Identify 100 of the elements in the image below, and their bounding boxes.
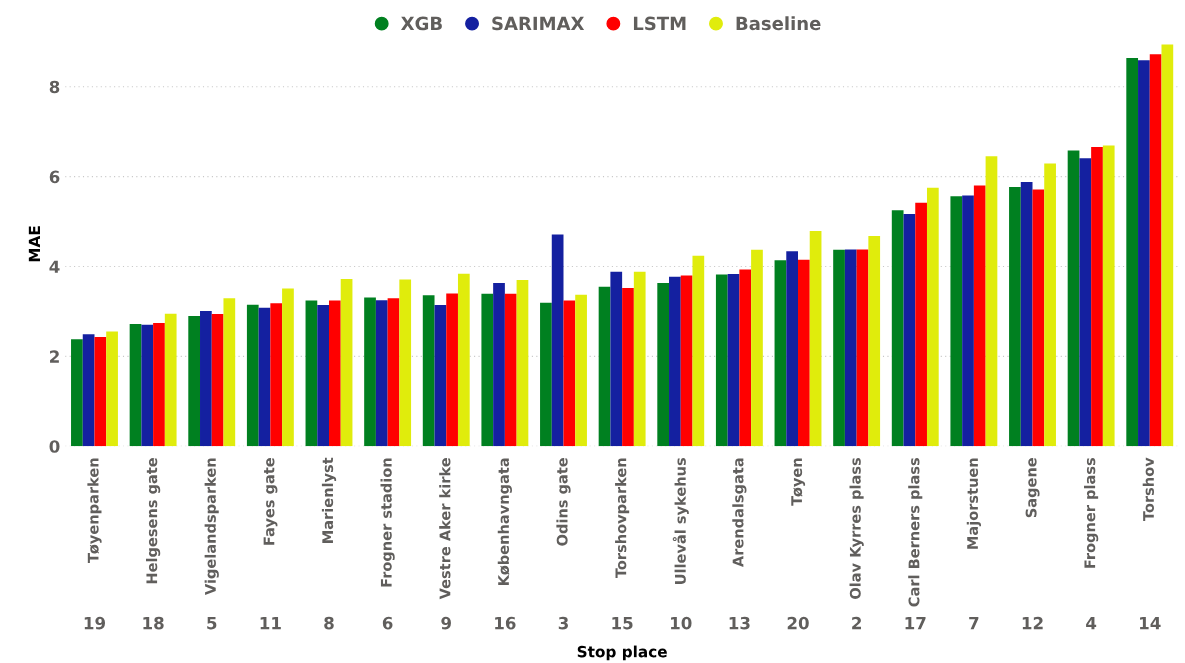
bar [727, 274, 740, 447]
x-tick-label: Carl Berners plass [908, 458, 923, 607]
bar [481, 293, 494, 447]
bar [1161, 44, 1174, 447]
text: 5 [207, 616, 217, 630]
x-tick-label: Vestre Aker kirke [439, 458, 451, 600]
bar [1126, 57, 1139, 447]
bar [223, 298, 236, 447]
bar [657, 283, 670, 447]
bar [516, 279, 529, 447]
bar [833, 249, 845, 447]
x-tick-label: Helgesens gate [146, 458, 161, 584]
bar [328, 300, 341, 447]
bar [1091, 146, 1103, 447]
bar [891, 210, 904, 447]
bar [364, 297, 376, 447]
x-tick-label: Københavngata [497, 458, 512, 585]
y-tick-label: 8 [49, 80, 60, 94]
legend-label: XGB [401, 16, 442, 31]
bar [71, 339, 83, 447]
legend-label: Baseline [736, 16, 821, 31]
bar [575, 294, 587, 447]
bar [844, 249, 857, 447]
bar [141, 324, 154, 447]
bar [774, 260, 787, 447]
text: 17 [905, 616, 926, 630]
text: 4 [1086, 616, 1097, 630]
bar [985, 156, 998, 447]
x-tick-label: Tøyen [791, 458, 806, 506]
bar [786, 251, 798, 447]
x-tick-label: Marienlyst [321, 457, 337, 543]
text: 6 [382, 616, 393, 630]
text: 3 [558, 616, 568, 630]
bar [962, 195, 974, 447]
text: 9 [441, 616, 451, 630]
text: 13 [729, 616, 750, 630]
bar [915, 202, 927, 447]
bar [493, 283, 505, 447]
bar [973, 185, 986, 447]
x-tick-label: Torshovparken [615, 458, 630, 579]
bar [1138, 60, 1150, 447]
bar [868, 235, 881, 447]
y-tick-label: 2 [50, 350, 59, 363]
legend-label: LSTM [633, 16, 686, 31]
bar [1067, 150, 1080, 447]
x-tick-label: Vigelandsparken [204, 458, 219, 595]
bar [94, 337, 107, 447]
bar [669, 276, 681, 447]
bar [856, 249, 869, 447]
bar [751, 249, 763, 447]
bar [680, 275, 693, 447]
y-tick-label: 0 [49, 440, 60, 453]
bar [926, 187, 939, 447]
legend-label: SARIMAX [492, 16, 585, 31]
bar [1149, 54, 1162, 447]
x-tick-label: Majorstuen [966, 458, 981, 549]
bar [270, 303, 283, 447]
bar [809, 230, 822, 447]
text: 16 [495, 616, 516, 630]
bar [692, 255, 705, 447]
bar [633, 271, 646, 447]
bar [387, 298, 400, 447]
bar [305, 300, 318, 447]
bar [375, 300, 388, 447]
bar [504, 293, 517, 447]
bar [457, 273, 470, 447]
x-tick-label: Torshov [1142, 457, 1154, 522]
bar [1044, 163, 1056, 447]
text: 15 [612, 616, 633, 630]
x-axis-title: Stop place [577, 645, 667, 661]
text: 7 [969, 616, 979, 630]
x-tick-label: Odins gate [556, 458, 571, 546]
bar [598, 286, 611, 447]
x-tick-label: Sagene [1025, 458, 1040, 518]
bar [540, 302, 552, 447]
text: 12 [1022, 616, 1043, 630]
bar [1079, 158, 1092, 447]
text: 18 [143, 616, 164, 630]
bar [563, 300, 576, 447]
text: 14 [1140, 616, 1161, 630]
x-tick-label: Olav Kyrres plass [849, 458, 864, 599]
x-tick-label: Tøyenparken [87, 458, 102, 563]
bar [1102, 145, 1115, 447]
text: 10 [671, 616, 692, 630]
bar [622, 288, 634, 447]
x-tick-label: Frogner plass [1084, 458, 1099, 568]
text: 20 [787, 616, 809, 630]
bar [399, 279, 412, 447]
text: 8 [324, 616, 334, 630]
bar [950, 196, 963, 447]
bar [282, 288, 294, 447]
bar [715, 274, 728, 447]
bar [82, 334, 95, 447]
bar [164, 313, 177, 447]
x-tick-label: Fayes gate [263, 458, 278, 545]
bar [551, 234, 564, 447]
bar [739, 269, 752, 447]
y-tick-label: 4 [49, 260, 60, 273]
x-tick-label: Frogner stadion [380, 458, 395, 587]
bar [446, 293, 458, 447]
